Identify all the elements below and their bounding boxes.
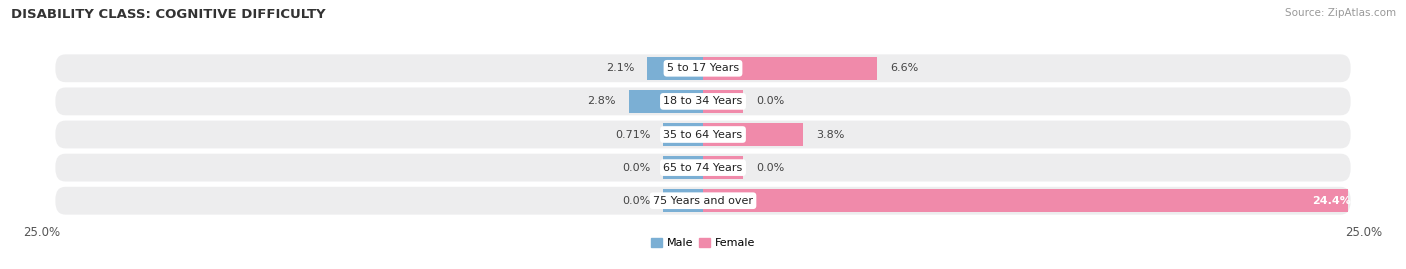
Text: 5 to 17 Years: 5 to 17 Years: [666, 63, 740, 73]
Text: 18 to 34 Years: 18 to 34 Years: [664, 96, 742, 107]
Bar: [664, 123, 703, 146]
Text: 0.71%: 0.71%: [614, 129, 650, 140]
Text: 3.8%: 3.8%: [817, 129, 845, 140]
FancyBboxPatch shape: [55, 87, 1351, 115]
Text: 0.0%: 0.0%: [621, 162, 650, 173]
Text: 6.6%: 6.6%: [890, 63, 920, 73]
Bar: [664, 156, 703, 179]
Text: 0.0%: 0.0%: [756, 162, 785, 173]
Text: 0.0%: 0.0%: [756, 96, 785, 107]
Text: 75 Years and over: 75 Years and over: [652, 196, 754, 206]
Bar: [703, 123, 803, 146]
Text: 65 to 74 Years: 65 to 74 Years: [664, 162, 742, 173]
Bar: [664, 189, 703, 212]
Bar: [703, 90, 742, 113]
Bar: [648, 57, 703, 80]
Legend: Male, Female: Male, Female: [647, 234, 759, 253]
Text: Source: ZipAtlas.com: Source: ZipAtlas.com: [1285, 8, 1396, 18]
Text: 24.4%: 24.4%: [1312, 196, 1351, 206]
Text: 2.1%: 2.1%: [606, 63, 634, 73]
FancyBboxPatch shape: [55, 187, 1351, 215]
FancyBboxPatch shape: [55, 154, 1351, 182]
Text: DISABILITY CLASS: COGNITIVE DIFFICULTY: DISABILITY CLASS: COGNITIVE DIFFICULTY: [11, 8, 326, 21]
Bar: [703, 57, 877, 80]
Text: 0.0%: 0.0%: [621, 196, 650, 206]
Bar: [703, 189, 1348, 212]
Bar: [703, 156, 742, 179]
FancyBboxPatch shape: [55, 121, 1351, 148]
Text: 35 to 64 Years: 35 to 64 Years: [664, 129, 742, 140]
FancyBboxPatch shape: [55, 54, 1351, 82]
Text: 2.8%: 2.8%: [588, 96, 616, 107]
Bar: [628, 90, 703, 113]
